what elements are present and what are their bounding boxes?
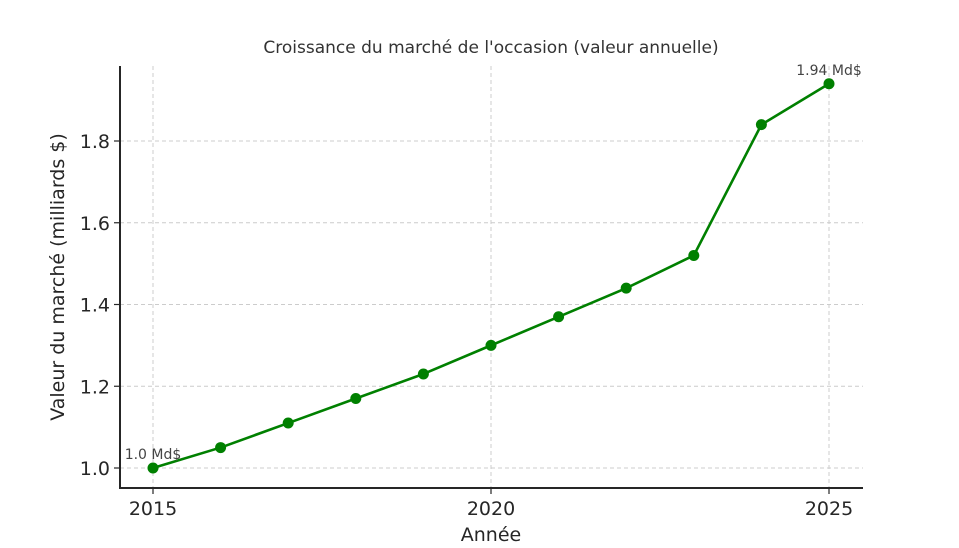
x-axis-label: Année	[461, 524, 521, 546]
data-point-marker	[282, 417, 294, 429]
y-axis-ticks: 1.0 1.2 1.4 1.6 1.8	[80, 131, 120, 480]
x-axis-ticks: 2015 2020 2025	[129, 488, 853, 520]
data-point-marker	[553, 311, 565, 323]
y-axis-label: Valeur du marché (milliards $)	[47, 133, 69, 421]
data-label-annotation: 1.0 Md$	[125, 447, 182, 463]
data-point-marker	[688, 249, 700, 261]
data-point-marker	[417, 368, 429, 380]
data-point-marker	[215, 442, 227, 454]
data-label-annotation: 1.94 Md$	[796, 63, 862, 79]
data-point-marker	[350, 393, 362, 405]
grid-lines	[120, 66, 863, 488]
x-tick-label: 2020	[467, 498, 515, 520]
x-tick-label: 2025	[805, 498, 853, 520]
y-tick-label: 1.0	[80, 458, 110, 480]
y-tick-label: 1.8	[80, 131, 110, 153]
data-point-marker	[620, 282, 632, 294]
annotations: 1.0 Md$ 1.94 Md$	[125, 63, 862, 463]
data-point-marker	[485, 339, 497, 351]
y-tick-label: 1.2	[80, 376, 110, 398]
data-point-marker	[147, 462, 159, 474]
data-series	[147, 78, 835, 474]
data-point-marker	[823, 78, 835, 90]
chart-title: Croissance du marché de l'occasion (vale…	[263, 38, 718, 58]
data-point-marker	[755, 119, 767, 131]
y-tick-label: 1.4	[80, 295, 110, 317]
x-tick-label: 2015	[129, 498, 177, 520]
y-tick-label: 1.6	[80, 213, 110, 235]
